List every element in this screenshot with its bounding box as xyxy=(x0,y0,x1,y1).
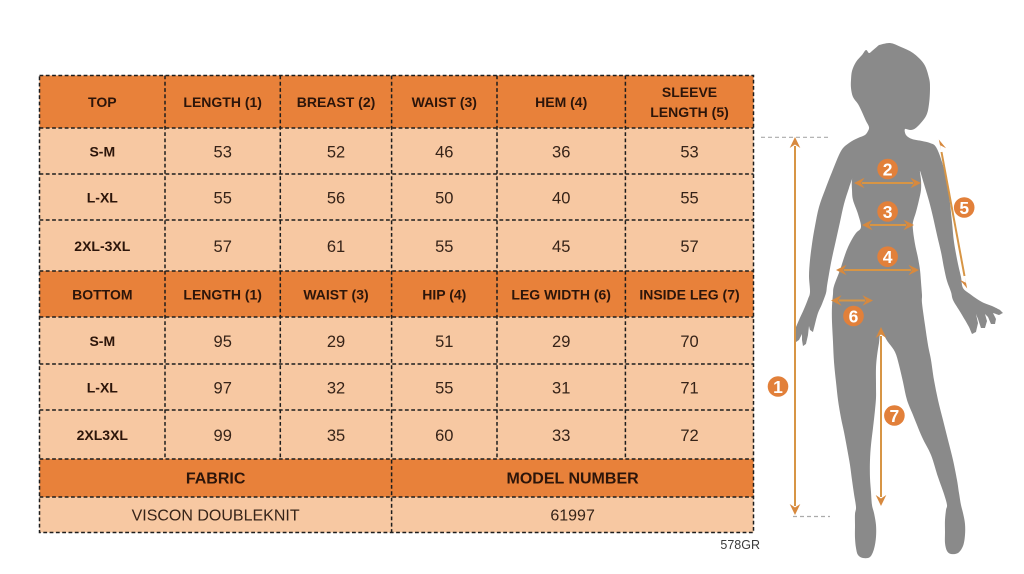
svg-text:SLEEVE: SLEEVE xyxy=(662,84,717,100)
svg-text:55: 55 xyxy=(680,189,698,207)
svg-text:55: 55 xyxy=(435,238,453,256)
svg-text:99: 99 xyxy=(214,427,232,445)
svg-text:WAIST (3): WAIST (3) xyxy=(303,286,368,302)
svg-text:55: 55 xyxy=(435,379,453,397)
svg-text:61: 61 xyxy=(327,238,345,256)
svg-text:71: 71 xyxy=(680,379,698,397)
svg-text:578GR: 578GR xyxy=(720,538,760,552)
svg-text:BOTTOM: BOTTOM xyxy=(72,286,132,302)
svg-text:61997: 61997 xyxy=(550,508,595,525)
svg-text:70: 70 xyxy=(680,333,698,351)
svg-text:LENGTH (5): LENGTH (5) xyxy=(650,104,729,120)
svg-text:36: 36 xyxy=(552,143,570,161)
svg-text:LENGTH (1): LENGTH (1) xyxy=(183,94,262,110)
svg-text:3: 3 xyxy=(883,202,893,222)
svg-text:HEM (4): HEM (4) xyxy=(535,94,587,110)
svg-text:40: 40 xyxy=(552,189,570,207)
svg-text:72: 72 xyxy=(680,427,698,445)
svg-text:46: 46 xyxy=(435,143,453,161)
svg-text:57: 57 xyxy=(214,238,232,256)
svg-text:2XL3XL: 2XL3XL xyxy=(77,427,129,443)
svg-text:S-M: S-M xyxy=(89,143,115,159)
svg-text:5: 5 xyxy=(959,198,969,218)
svg-text:2: 2 xyxy=(883,159,893,179)
svg-text:57: 57 xyxy=(680,238,698,256)
svg-text:INSIDE LEG (7): INSIDE LEG (7) xyxy=(639,286,739,302)
svg-text:VISCON DOUBLEKNIT: VISCON DOUBLEKNIT xyxy=(132,508,300,525)
svg-text:52: 52 xyxy=(327,143,345,161)
svg-text:33: 33 xyxy=(552,427,570,445)
svg-text:BREAST (2): BREAST (2) xyxy=(297,94,376,110)
svg-text:45: 45 xyxy=(552,238,570,256)
svg-text:WAIST (3): WAIST (3) xyxy=(412,94,477,110)
svg-text:LENGTH (1): LENGTH (1) xyxy=(183,286,262,302)
svg-text:6: 6 xyxy=(849,306,859,326)
svg-text:S-M: S-M xyxy=(89,333,115,349)
svg-text:29: 29 xyxy=(327,333,345,351)
svg-text:97: 97 xyxy=(214,379,232,397)
svg-text:FABRIC: FABRIC xyxy=(186,471,246,488)
svg-text:35: 35 xyxy=(327,427,345,445)
svg-text:32: 32 xyxy=(327,379,345,397)
svg-text:29: 29 xyxy=(552,333,570,351)
svg-text:LEG WIDTH (6): LEG WIDTH (6) xyxy=(511,286,611,302)
svg-text:HIP (4): HIP (4) xyxy=(422,286,466,302)
svg-text:1: 1 xyxy=(773,377,783,397)
svg-text:56: 56 xyxy=(327,189,345,207)
svg-text:53: 53 xyxy=(680,143,698,161)
svg-text:55: 55 xyxy=(214,189,232,207)
svg-text:MODEL NUMBER: MODEL NUMBER xyxy=(507,471,640,488)
svg-text:4: 4 xyxy=(883,247,893,267)
svg-text:95: 95 xyxy=(214,333,232,351)
svg-text:53: 53 xyxy=(214,143,232,161)
svg-text:50: 50 xyxy=(435,189,453,207)
svg-text:L-XL: L-XL xyxy=(87,379,119,395)
svg-text:51: 51 xyxy=(435,333,453,351)
svg-text:2XL-3XL: 2XL-3XL xyxy=(74,238,130,254)
svg-text:60: 60 xyxy=(435,427,453,445)
svg-text:7: 7 xyxy=(890,406,900,426)
svg-text:31: 31 xyxy=(552,379,570,397)
svg-text:L-XL: L-XL xyxy=(87,189,119,205)
svg-text:TOP: TOP xyxy=(88,94,117,110)
